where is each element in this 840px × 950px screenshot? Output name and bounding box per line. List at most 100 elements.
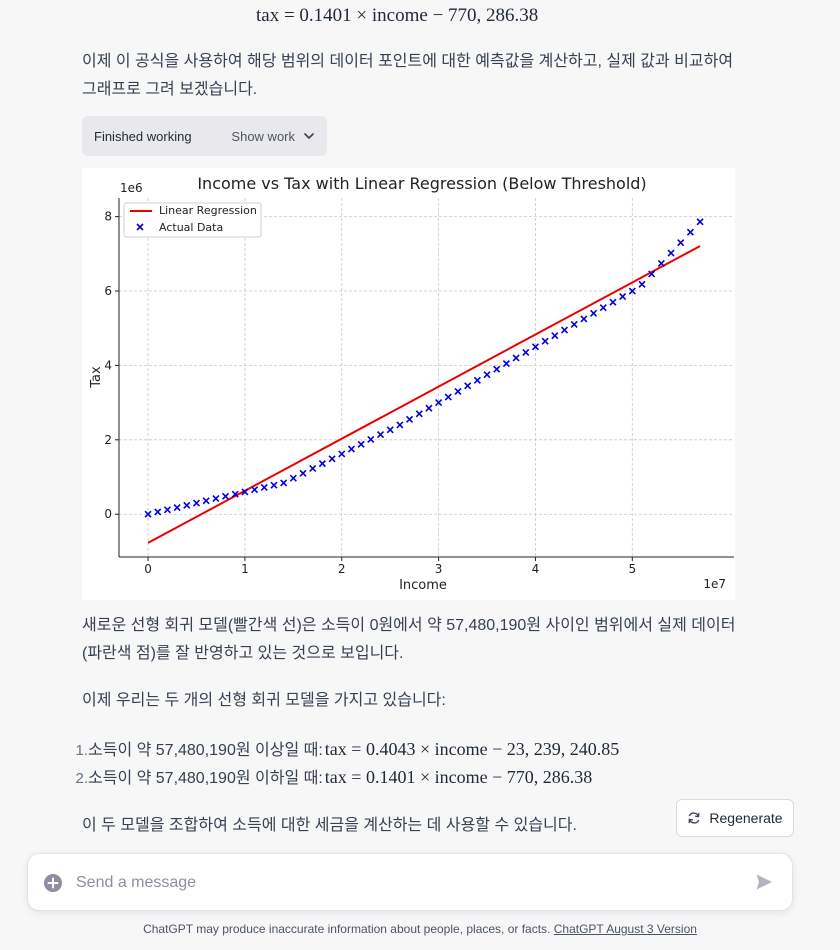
data-point [280,479,288,487]
data-point [628,287,636,295]
x-tick-label: 5 [628,562,636,576]
y-offset-label: 1e6 [120,181,143,195]
data-point [173,503,181,512]
x-tick-label: 3 [435,562,443,576]
y-axis-label: Tax [89,366,104,389]
data-point [415,410,423,418]
data-point [444,393,452,401]
data-point [212,495,220,503]
data-point [435,399,443,407]
data-point [599,304,607,312]
chart-title: Income vs Tax with Linear Regression (Be… [197,174,646,193]
data-point [328,455,336,463]
paragraph-intro: 이제 이 공식을 사용하여 해당 범위의 데이터 포인트에 대한 예측값을 계산… [82,53,734,98]
data-point [231,490,239,498]
version-link[interactable]: ChatGPT August 3 Version [553,922,697,936]
data-point [309,464,317,473]
model-list: 1. 소득이 약 57,480,190원 이상일 때: tax = 0.4043… [64,736,704,792]
x-offset-label: 1e7 [703,577,726,591]
footer-disclaimer: ChatGPT may produce inaccurate informati… [0,922,840,936]
income-tax-chart: 0 1 2 3 4 5 0 2 4 6 8 1e6 1e7 Income vs Tax with Line… [89,174,734,593]
paragraph-result: 새로운 선형 회귀 모델(빨간색 선)은 소득이 0원에서 약 57,480,1… [82,617,736,662]
paragraph-models: 이제 우리는 두 개의 선형 회귀 모델을 가지고 있습니다: [82,692,446,709]
x-tick-label: 4 [532,562,540,576]
data-point [241,488,249,496]
refresh-icon [688,812,700,824]
data-point [386,426,394,434]
data-point [357,440,365,448]
data-point [183,501,191,509]
data-point [347,445,356,453]
data-point [376,431,385,439]
data-point [580,315,588,323]
data-point [396,421,404,429]
code-status-bar[interactable]: Finished working Show work [82,116,327,156]
y-tick-label: 6 [104,284,112,298]
show-work-label: Show work [231,128,295,144]
legend-label-actual: Actual Data [159,221,223,234]
data-point [144,510,152,518]
show-work-button[interactable]: Show work [231,129,315,144]
regenerate-button[interactable]: Regenerate [676,799,794,837]
x-axis-label: Income [399,578,447,593]
message-composer [27,853,793,911]
list-number: 1. [75,742,88,759]
data-point [686,228,694,236]
y-tick-label: 4 [104,358,112,372]
send-icon[interactable] [754,872,774,892]
data-point [338,450,346,458]
list-item: 1. 소득이 약 57,480,190원 이상일 때: tax = 0.4043… [64,736,704,764]
data-point [677,239,685,247]
data-point [202,497,210,505]
data-point [696,218,704,226]
list-text: 소득이 약 57,480,190원 이하일 때: [88,770,323,787]
data-point [531,343,540,351]
data-point [541,337,549,345]
x-tick-label: 0 [144,562,152,576]
legend-box [123,202,262,238]
data-point [473,376,481,384]
legend-label-regression: Linear Regression [159,204,257,217]
data-point [619,293,627,301]
x-tick-label: 2 [338,562,346,576]
message-input[interactable] [74,868,738,898]
data-point [512,354,520,362]
data-point [289,474,297,482]
footer-text: ChatGPT may produce inaccurate informati… [143,922,554,936]
data-point [318,460,326,468]
list-text: 소득이 약 57,480,190원 이상일 때: [88,742,323,759]
data-point [522,348,530,356]
x-tick-label: 1 [241,562,249,576]
list-formula: tax = 0.1401 × income − 770, 286.38 [324,767,593,787]
data-point [454,387,462,396]
data-point [163,506,171,514]
regenerate-label: Regenerate [709,810,783,826]
data-point [464,382,472,390]
paragraph-conclusion: 이 두 모델을 조합하여 소득에 대한 세금을 계산하는 데 사용할 수 있습니… [82,817,577,834]
data-point [425,404,433,412]
list-number: 2. [75,770,88,787]
regression-line [147,245,701,544]
data-point [590,309,598,317]
data-point [638,280,646,288]
data-point [270,481,278,489]
data-point [493,365,501,373]
data-point [657,259,665,268]
legend-marker-swatch [136,223,144,231]
data-point [483,371,491,379]
data-point [251,486,259,494]
list-formula: tax = 0.4043 × income − 23, 239, 240.85 [324,739,620,759]
y-tick-label: 8 [104,210,112,224]
data-point [405,415,414,423]
data-point [648,270,656,278]
chart-container: 0 1 2 3 4 5 0 2 4 6 8 1e6 1e7 Income vs Tax with Line… [82,168,735,600]
data-point [367,435,375,444]
data-point [154,508,162,516]
data-point [560,326,569,334]
data-point [299,469,307,477]
data-point [260,483,268,491]
plus-circle-icon[interactable] [43,873,63,893]
y-tick-label: 2 [104,433,112,447]
data-point [551,332,559,340]
data-point [502,359,510,368]
